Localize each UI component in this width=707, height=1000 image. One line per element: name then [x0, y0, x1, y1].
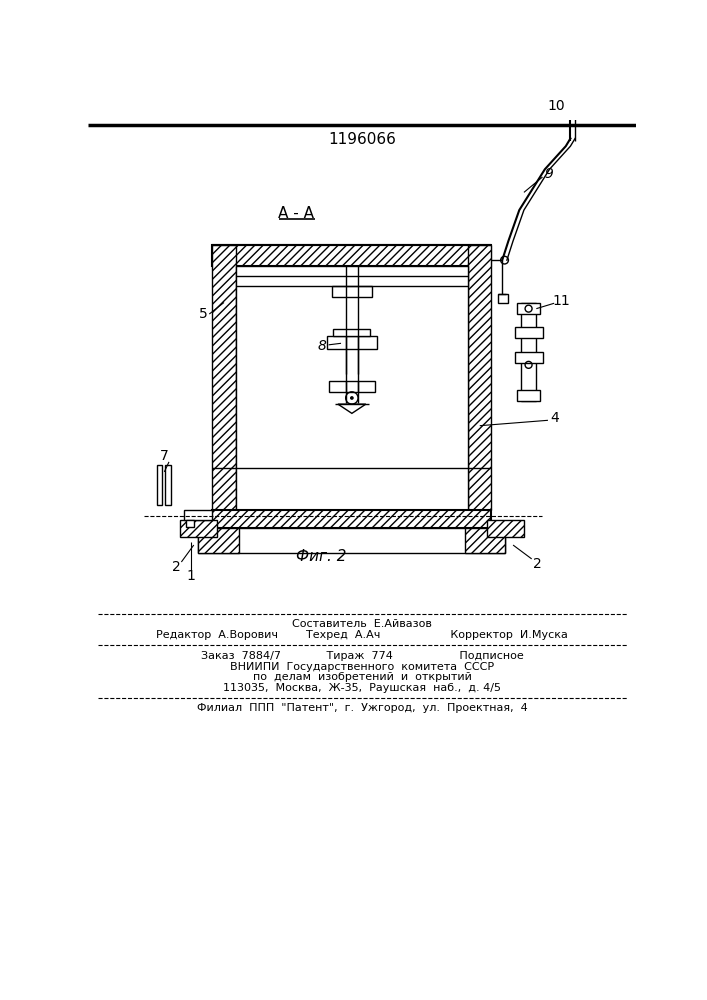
Bar: [515, 327, 542, 338]
Bar: [199, 528, 506, 553]
Bar: [327, 336, 377, 349]
Bar: [569, 95, 580, 98]
Bar: [517, 390, 540, 401]
Text: 1: 1: [186, 569, 195, 583]
Bar: [515, 352, 542, 363]
Text: по  делам  изобретений  и  открытий: по делам изобретений и открытий: [252, 672, 472, 682]
Bar: [165, 465, 170, 505]
Bar: [212, 245, 491, 266]
Bar: [185, 510, 212, 520]
Bar: [329, 381, 375, 392]
Bar: [517, 303, 540, 314]
Bar: [156, 465, 162, 505]
Bar: [521, 303, 537, 401]
Text: Составитель  Е.Айвазов: Составитель Е.Айвазов: [292, 619, 432, 629]
Circle shape: [351, 397, 353, 399]
Bar: [199, 528, 239, 553]
Text: Филиал  ППП  "Патент",  г.  Ужгород,  ул.  Проектная,  4: Филиал ППП "Патент", г. Ужгород, ул. Про…: [197, 703, 527, 713]
Text: 7: 7: [160, 449, 169, 463]
Bar: [212, 510, 491, 528]
Text: Заказ  7884/7             Тираж  774                   Подписное: Заказ 7884/7 Тираж 774 Подписное: [201, 651, 523, 661]
Bar: [486, 520, 524, 537]
Text: Редактор  А.Ворович        Техред  А.Ач                    Корректор  И.Муска: Редактор А.Ворович Техред А.Ач Корректор…: [156, 630, 568, 640]
Bar: [332, 286, 372, 297]
Text: ВНИИПИ  Государственного  комитета  СССР: ВНИИПИ Государственного комитета СССР: [230, 662, 494, 672]
Text: 113035,  Москва,  Ж-35,  Раушская  наб.,  д. 4/5: 113035, Москва, Ж-35, Раушская наб., д. …: [223, 683, 501, 693]
Text: 2: 2: [173, 560, 181, 574]
Text: 9: 9: [544, 167, 553, 181]
Text: 11: 11: [552, 294, 570, 308]
Bar: [567, 98, 581, 104]
Bar: [186, 520, 194, 527]
Text: 2: 2: [534, 557, 542, 571]
Text: 1196066: 1196066: [328, 132, 396, 147]
Bar: [235, 266, 468, 510]
Text: 10: 10: [548, 99, 566, 113]
Bar: [180, 520, 217, 537]
Text: 4: 4: [551, 411, 559, 425]
Text: Фиг. 2: Фиг. 2: [296, 549, 346, 564]
Text: 8: 8: [318, 339, 327, 353]
Text: A - A: A - A: [278, 206, 314, 221]
Bar: [465, 528, 506, 553]
Bar: [212, 245, 235, 510]
Bar: [498, 294, 508, 303]
Bar: [468, 245, 491, 510]
Text: 5: 5: [199, 307, 207, 321]
Bar: [333, 329, 370, 336]
